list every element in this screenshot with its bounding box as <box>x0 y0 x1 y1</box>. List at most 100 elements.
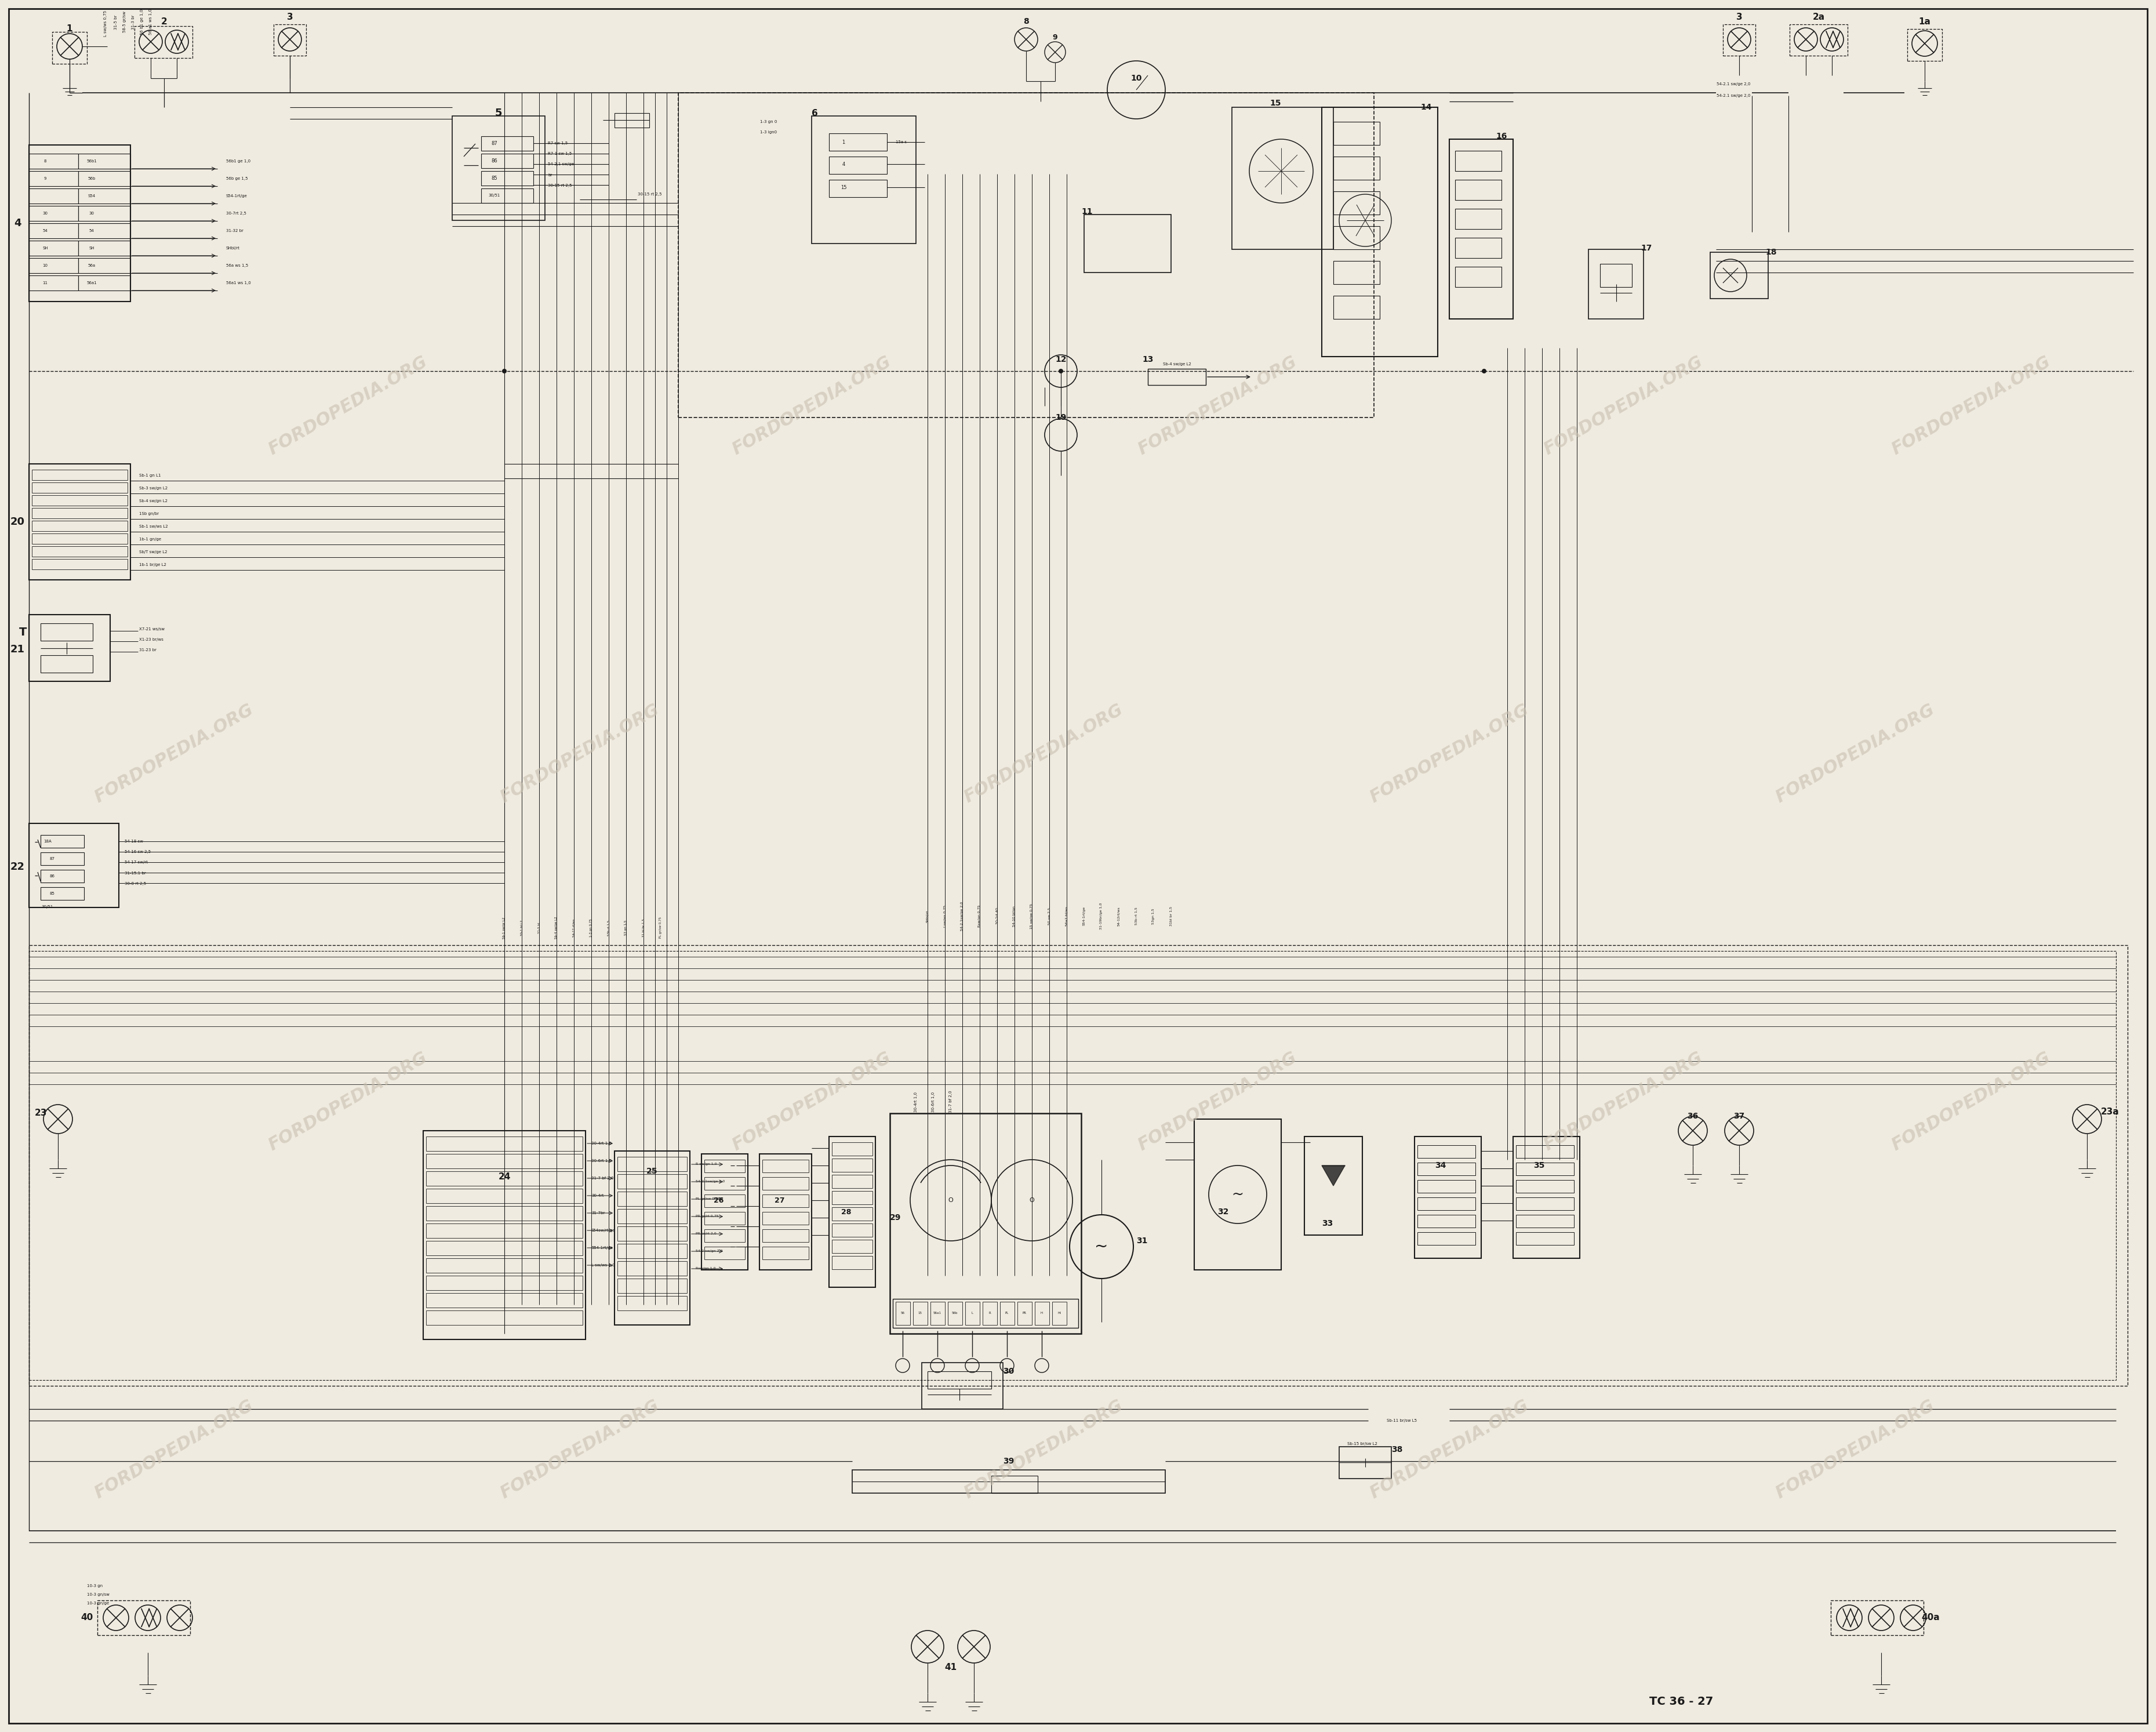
Text: Sb/T sw/ge L2: Sb/T sw/ge L2 <box>140 551 168 554</box>
Bar <box>1332 262 1380 284</box>
Bar <box>832 1223 873 1237</box>
Bar <box>97 1600 190 1635</box>
Text: 9: 9 <box>1052 35 1059 42</box>
Text: 19: 19 <box>1054 414 1067 421</box>
Text: 1b-1 gn/ge: 1b-1 gn/ge <box>140 537 162 540</box>
Bar <box>832 1192 873 1204</box>
Bar <box>701 1154 748 1270</box>
Text: 31-7br: 31-7br <box>591 1211 606 1214</box>
Bar <box>949 1302 962 1325</box>
Bar <box>78 223 132 239</box>
Text: L sw/ws 1,0: L sw/ws 1,0 <box>591 1263 614 1268</box>
Bar <box>32 507 127 518</box>
Bar <box>427 1136 582 1152</box>
Bar <box>1018 1302 1033 1325</box>
Bar <box>41 655 93 672</box>
Bar <box>705 1247 746 1259</box>
Text: 30-4rt 1,0: 30-4rt 1,0 <box>914 1091 918 1112</box>
Bar <box>1000 1302 1015 1325</box>
Bar <box>427 1205 582 1221</box>
Text: 87: 87 <box>50 857 54 861</box>
Text: 33: 33 <box>1322 1219 1332 1228</box>
Text: 23a: 23a <box>2100 1108 2119 1117</box>
Bar <box>931 1302 944 1325</box>
Text: 3: 3 <box>287 14 293 23</box>
Bar <box>28 275 78 291</box>
Text: 1a: 1a <box>1919 17 1932 26</box>
Text: 86: 86 <box>492 158 498 163</box>
Bar <box>763 1230 808 1242</box>
Text: 56b ge 1,5: 56b ge 1,5 <box>226 177 248 180</box>
Bar <box>1414 1136 1481 1257</box>
Bar <box>453 116 545 220</box>
Bar <box>830 180 886 197</box>
Bar <box>28 258 78 274</box>
Text: 21: 21 <box>11 644 24 655</box>
Bar <box>617 1261 688 1276</box>
Bar <box>1332 156 1380 180</box>
Text: 1-3 gn 0: 1-3 gn 0 <box>759 120 776 123</box>
Bar <box>705 1178 746 1190</box>
Text: X7-21 ws/sw: X7-21 ws/sw <box>140 627 164 630</box>
Text: 50 sw 2,5: 50 sw 2,5 <box>1048 908 1050 925</box>
Text: 54-17 sw/rt: 54-17 sw/rt <box>125 861 149 864</box>
Text: FORDOPEDIA.ORG: FORDOPEDIA.ORG <box>1367 701 1531 807</box>
Text: 56: 56 <box>901 1311 906 1315</box>
Text: 54-12 rt/ws: 54-12 rt/ws <box>573 918 576 937</box>
Text: 4: 4 <box>13 218 22 229</box>
Bar <box>1908 29 1943 61</box>
Bar <box>1332 296 1380 319</box>
Text: 53gn 1,5: 53gn 1,5 <box>1151 908 1156 925</box>
Bar <box>1304 1136 1363 1235</box>
Bar <box>705 1230 746 1242</box>
Text: O: O <box>1028 1197 1035 1204</box>
Bar <box>1516 1214 1574 1228</box>
Bar <box>481 154 533 168</box>
Text: 10-3 gn: 10-3 gn <box>86 1585 103 1588</box>
Bar <box>28 145 132 301</box>
Text: 54-2,1sw/ge 2,0: 54-2,1sw/ge 2,0 <box>962 902 964 930</box>
Bar <box>1332 121 1380 145</box>
Bar <box>763 1212 808 1225</box>
Bar <box>78 189 132 204</box>
Polygon shape <box>1322 1166 1345 1186</box>
Text: FORDOPEDIA.ORG: FORDOPEDIA.ORG <box>265 1050 431 1154</box>
Text: 15: 15 <box>1270 99 1281 107</box>
Text: 24: 24 <box>498 1173 511 1181</box>
Bar <box>705 1160 746 1173</box>
Text: R: R <box>987 1311 990 1315</box>
Text: 12: 12 <box>1054 355 1067 364</box>
Bar <box>28 823 119 908</box>
Bar <box>617 1278 688 1294</box>
Text: 56 a1 ws 1,0: 56 a1 ws 1,0 <box>149 9 153 35</box>
Text: Sb-3 sw/gn L2: Sb-3 sw/gn L2 <box>140 487 168 490</box>
Bar <box>427 1311 582 1325</box>
Text: 1: 1 <box>67 24 73 33</box>
Text: 35: 35 <box>1533 1162 1546 1169</box>
Bar <box>427 1276 582 1290</box>
Text: Sb-4 sw/gn L2: Sb-4 sw/gn L2 <box>140 499 168 502</box>
Bar <box>1455 210 1501 229</box>
Bar <box>705 1195 746 1207</box>
Bar <box>617 1192 688 1205</box>
Bar <box>1455 151 1501 171</box>
Text: Sb-1 gn L1: Sb-1 gn L1 <box>140 475 162 478</box>
Circle shape <box>502 369 507 374</box>
Text: 13: 13 <box>1143 355 1153 364</box>
Bar <box>28 951 2115 1380</box>
Text: Rsw/gn 0,75: Rsw/gn 0,75 <box>979 906 981 927</box>
Bar <box>274 24 306 55</box>
Text: FORDOPEDIA.ORG: FORDOPEDIA.ORG <box>962 701 1125 807</box>
Text: Sb-4 sw/ge L2: Sb-4 sw/ge L2 <box>554 916 558 939</box>
Bar <box>1332 191 1380 215</box>
Bar <box>41 624 93 641</box>
Bar <box>893 1299 1078 1328</box>
Text: 54-18 sw: 54-18 sw <box>125 840 142 843</box>
Bar <box>617 1226 688 1240</box>
Text: R sw/gn 1,0: R sw/gn 1,0 <box>696 1162 716 1166</box>
Bar <box>481 171 533 185</box>
Bar <box>1084 215 1171 272</box>
Text: FORDOPEDIA.ORG: FORDOPEDIA.ORG <box>1772 1398 1938 1502</box>
Text: 85: 85 <box>492 175 498 180</box>
Text: 8: 8 <box>1024 17 1028 26</box>
